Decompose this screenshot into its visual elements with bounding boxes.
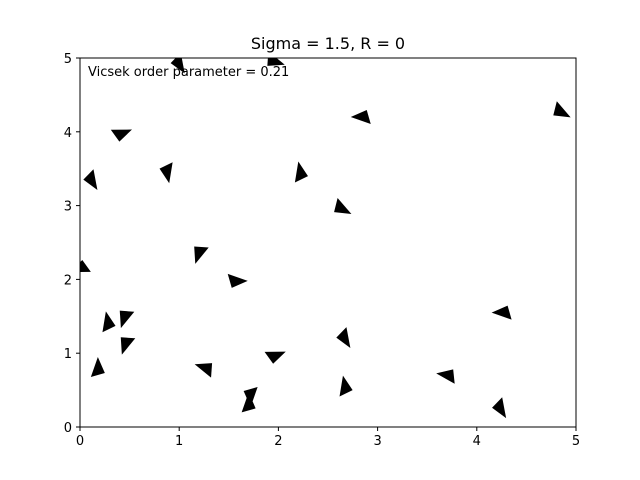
x-tick-label: 0: [76, 434, 84, 449]
x-tick-label: 5: [572, 434, 580, 449]
y-tick-label: 4: [64, 126, 72, 141]
y-tick-label: 5: [64, 52, 72, 67]
plot-frame: [79, 57, 577, 428]
order-parameter-annotation: Vicsek order parameter = 0.21: [88, 65, 289, 80]
markers: [80, 58, 571, 419]
y-tick-label: 1: [64, 347, 72, 362]
agent-marker-10: [194, 246, 209, 264]
agent-marker-13: [119, 310, 135, 329]
agent-marker-6: [350, 110, 371, 125]
x-tick-label: 3: [373, 434, 381, 449]
agent-marker-11: [227, 273, 248, 288]
y-axis: 0 1 2 3 4 5: [64, 52, 80, 436]
agent-marker-14: [120, 337, 136, 355]
chart-title: Sigma = 1.5, R = 0: [251, 34, 405, 53]
y-tick-label: 0: [64, 421, 72, 436]
agent-marker-7: [553, 101, 571, 118]
agent-marker-19: [491, 305, 512, 320]
x-axis: 0 1 2 3 4 5: [76, 427, 580, 449]
agent-marker-3: [159, 162, 173, 184]
agent-marker-21: [339, 375, 353, 397]
x-tick-label: 4: [473, 434, 481, 449]
agent-marker-2: [110, 129, 133, 142]
agent-marker-16: [194, 363, 213, 378]
agent-marker-5: [267, 58, 285, 66]
agent-marker-15: [90, 356, 105, 377]
x-tick-label: 2: [274, 434, 282, 449]
agent-marker-8: [294, 161, 308, 183]
agent-marker-4: [170, 58, 185, 74]
y-tick-label: 3: [64, 200, 72, 215]
agent-marker-17: [264, 351, 286, 364]
x-tick-label: 1: [175, 434, 183, 449]
y-tick-label: 2: [64, 273, 72, 288]
agent-marker-24: [492, 397, 507, 419]
agent-marker-20: [436, 369, 455, 384]
agent-marker-18: [336, 327, 351, 348]
agent-marker-12: [102, 311, 116, 333]
agent-marker-9: [334, 197, 352, 215]
agent-marker-23: [241, 392, 256, 413]
agent-marker-1: [83, 169, 98, 191]
